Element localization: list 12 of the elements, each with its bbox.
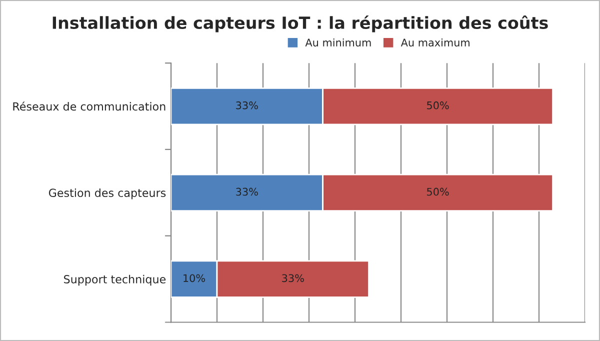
legend-label: Au minimum bbox=[305, 38, 371, 47]
data-label: 50% bbox=[427, 188, 449, 196]
y-tick-label: Gestion des capteurs bbox=[48, 188, 166, 200]
y-tick-label: Support technique bbox=[64, 274, 166, 286]
chart-title: Installation de capteurs IoT : la répartition des coûts bbox=[52, 15, 548, 32]
data-label: 50% bbox=[427, 101, 449, 110]
data-label: 33% bbox=[282, 274, 304, 282]
data-label: 10% bbox=[184, 274, 205, 282]
y-tick-label: Réseaux de communication bbox=[13, 102, 166, 111]
data-label: 33% bbox=[236, 188, 258, 196]
legend-label: Au maximum bbox=[400, 38, 470, 47]
data-label: 33% bbox=[236, 101, 258, 110]
